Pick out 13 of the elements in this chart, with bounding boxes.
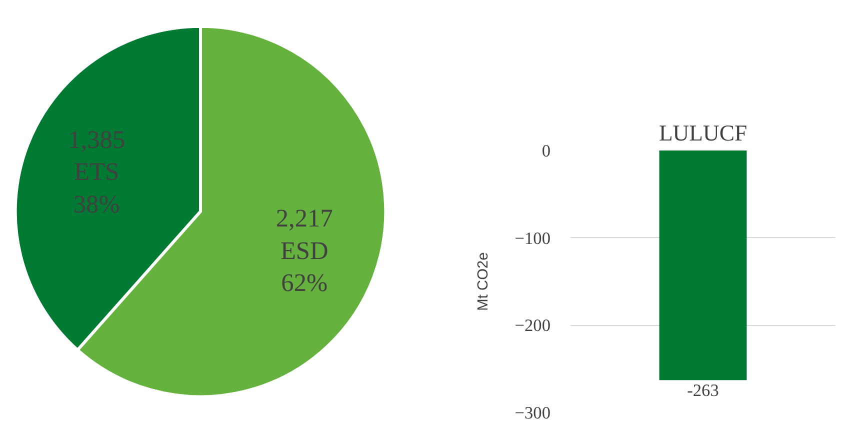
y-tick-label: −200 [514, 316, 550, 336]
data-label: -263 [687, 381, 719, 400]
y-tick-label: −300 [514, 404, 550, 422]
y-axis-title: Mt CO2e [476, 252, 492, 311]
y-tick-label: 0 [542, 142, 551, 160]
slice-label: ESD [280, 236, 328, 265]
slice-label: ETS [74, 158, 120, 186]
chart-title: LULUCF [658, 120, 748, 146]
y-tick-label: −100 [514, 228, 550, 248]
text: 62% [281, 269, 328, 298]
data-label: 1,385 [68, 126, 126, 154]
data-label: 2,217 [276, 204, 333, 233]
text: 38% [73, 190, 120, 218]
